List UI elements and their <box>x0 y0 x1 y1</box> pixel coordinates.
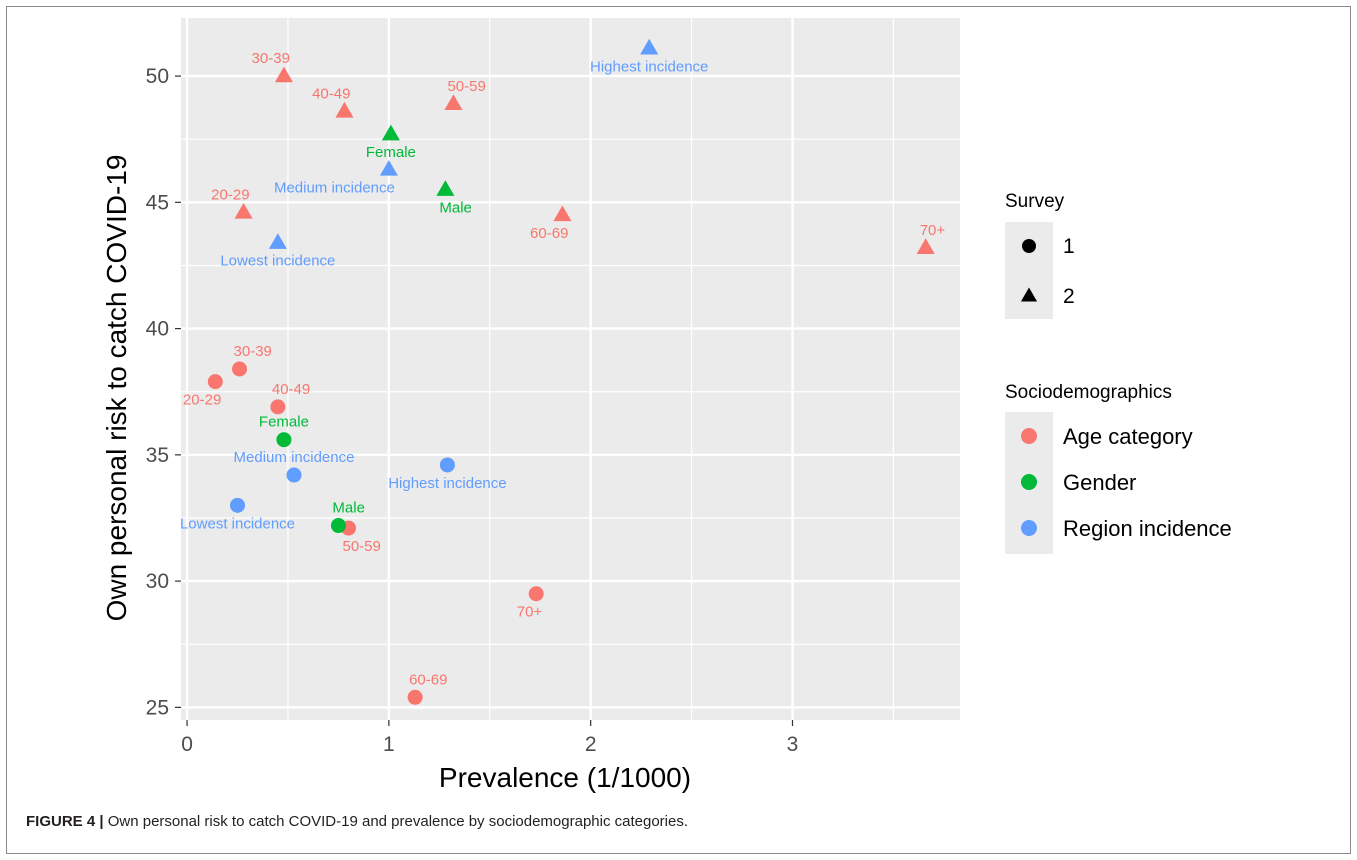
x-axis-label: Prevalence (1/1000) <box>439 762 691 793</box>
plot-panel <box>181 18 960 720</box>
legend-key-triangle <box>1020 287 1038 302</box>
data-point-triangle <box>916 238 935 254</box>
data-point-circle <box>230 497 246 513</box>
data-point-triangle <box>553 205 572 222</box>
data-point-circle <box>232 361 248 377</box>
x-tick-label: 3 <box>787 733 799 756</box>
data-label: 70+ <box>517 604 543 621</box>
data-point-circle <box>528 586 544 602</box>
caption-text: Own personal risk to catch COVID-19 and … <box>103 813 689 830</box>
data-label: Medium incidence <box>234 449 355 466</box>
data-label: Highest incidence <box>388 475 506 492</box>
data-point-triangle <box>436 180 455 196</box>
data-label: 40-49 <box>272 381 310 398</box>
legend-key-color <box>1021 520 1037 536</box>
data-point-circle <box>407 689 423 705</box>
data-label: 70+ <box>920 222 946 239</box>
legend-label-group: Region incidence <box>1063 516 1232 541</box>
data-label: 60-69 <box>530 225 568 242</box>
figure-frame <box>6 6 1351 854</box>
figure-caption: FIGURE 4 | Own personal risk to catch CO… <box>26 813 688 830</box>
legends: Survey 1 2 Sociodemographics Age category Gen… <box>1005 191 1232 554</box>
data-point-triangle <box>640 38 659 55</box>
grid-minor <box>181 18 960 720</box>
legend-label-survey: 1 <box>1063 235 1075 258</box>
y-tick-label: 25 <box>146 696 169 719</box>
y-tick-label: 40 <box>146 318 169 341</box>
data-point-circle <box>276 432 292 448</box>
legend-label-group: Age category <box>1063 424 1193 449</box>
data-label: Highest incidence <box>590 58 708 75</box>
y-tick-label: 45 <box>146 191 169 214</box>
data-point-circle <box>330 518 346 534</box>
legend-label-survey: 2 <box>1063 285 1075 308</box>
data-label: 40-49 <box>312 85 350 102</box>
data-label: Female <box>366 144 416 161</box>
x-tick-label: 1 <box>383 733 395 756</box>
data-point-triangle <box>335 101 354 118</box>
data-point-circle <box>286 467 302 483</box>
caption-label: FIGURE 4 | <box>26 813 104 830</box>
data-point-circle <box>439 457 455 473</box>
data-point-triangle <box>379 160 398 176</box>
data-label: Male <box>332 500 365 517</box>
data-point-circle <box>270 399 286 415</box>
data-label: 30-39 <box>234 343 272 360</box>
data-label: Lowest incidence <box>220 253 335 270</box>
legend-key-circle <box>1022 239 1036 253</box>
grid-major <box>181 18 960 720</box>
legend-key-color <box>1021 428 1037 444</box>
data-point-triangle <box>234 202 253 219</box>
legend-title-sociodemographics: Sociodemographics <box>1005 382 1172 403</box>
data-point-triangle <box>381 124 400 141</box>
data-label: 30-39 <box>252 50 290 67</box>
data-label: 20-29 <box>211 186 249 203</box>
x-tick-label: 2 <box>585 733 597 756</box>
data-point-triangle <box>274 66 293 83</box>
data-label: 60-69 <box>409 671 447 688</box>
legend-key-background <box>1005 222 1053 319</box>
data-point-triangle <box>268 233 287 249</box>
data-label: 50-59 <box>343 538 381 555</box>
x-tick-label: 0 <box>181 733 193 756</box>
data-point-circle <box>207 374 223 390</box>
data-point-triangle <box>444 94 463 111</box>
y-tick-label: 30 <box>146 570 169 593</box>
data-label: Female <box>259 414 309 431</box>
legend-label-group: Gender <box>1063 470 1136 495</box>
y-tick-label: 35 <box>146 444 169 467</box>
data-label: Male <box>439 200 472 217</box>
legend-key-color <box>1021 474 1037 490</box>
point-labels: 20-29 30-39 40-49 50-59 60-69 70+ Female Male Lo… <box>180 50 945 688</box>
data-label: 20-29 <box>183 392 221 409</box>
legend-title-survey: Survey <box>1005 191 1065 212</box>
data-points <box>207 38 935 705</box>
y-tick-label: 50 <box>146 65 169 88</box>
y-axis-label: Own personal risk to catch COVID-19 <box>101 155 132 622</box>
axes: 0 1 2 3 25 30 35 40 45 50 <box>146 65 799 756</box>
data-label: Medium incidence <box>274 180 395 197</box>
data-label: Lowest incidence <box>180 515 295 532</box>
data-label: 50-59 <box>447 78 485 95</box>
